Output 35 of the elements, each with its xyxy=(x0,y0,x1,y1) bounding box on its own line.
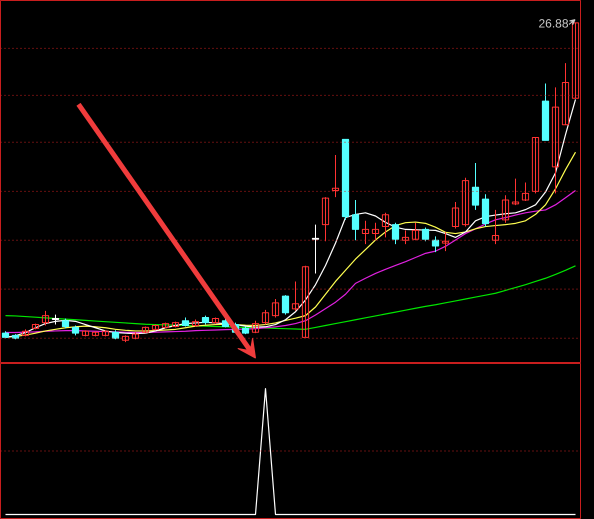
candlestick xyxy=(332,154,340,198)
candlestick xyxy=(462,177,470,228)
candlestick xyxy=(572,22,580,99)
candlestick xyxy=(442,232,450,252)
candlestick xyxy=(292,280,300,312)
candlestick xyxy=(312,224,320,274)
candlestick xyxy=(402,230,410,245)
candlestick xyxy=(382,212,390,238)
candlestick xyxy=(512,178,520,206)
candlestick xyxy=(52,314,60,326)
candlestick xyxy=(562,62,570,126)
candlestick xyxy=(72,325,80,336)
candlestick xyxy=(532,136,540,194)
candlestick xyxy=(472,162,480,210)
candlestick xyxy=(42,310,50,326)
candlestick xyxy=(412,222,420,241)
candlestick xyxy=(252,320,260,334)
candlestick xyxy=(432,236,440,253)
candlestick xyxy=(352,200,360,241)
candlestick xyxy=(552,86,560,194)
candlestick xyxy=(322,196,330,242)
candlestick xyxy=(362,220,370,245)
candlestick xyxy=(522,182,530,202)
candlestick xyxy=(302,265,310,338)
candlestick xyxy=(452,201,460,229)
candlestick xyxy=(502,194,510,224)
candlestick xyxy=(392,222,400,245)
candlestick xyxy=(422,226,430,242)
candlestick xyxy=(372,222,380,241)
candlestick xyxy=(282,294,290,316)
candlestick xyxy=(492,209,500,245)
candlestick xyxy=(62,318,70,329)
candlestick xyxy=(262,309,270,326)
candlestick xyxy=(272,298,280,318)
annotation: 26.88 xyxy=(538,16,569,30)
